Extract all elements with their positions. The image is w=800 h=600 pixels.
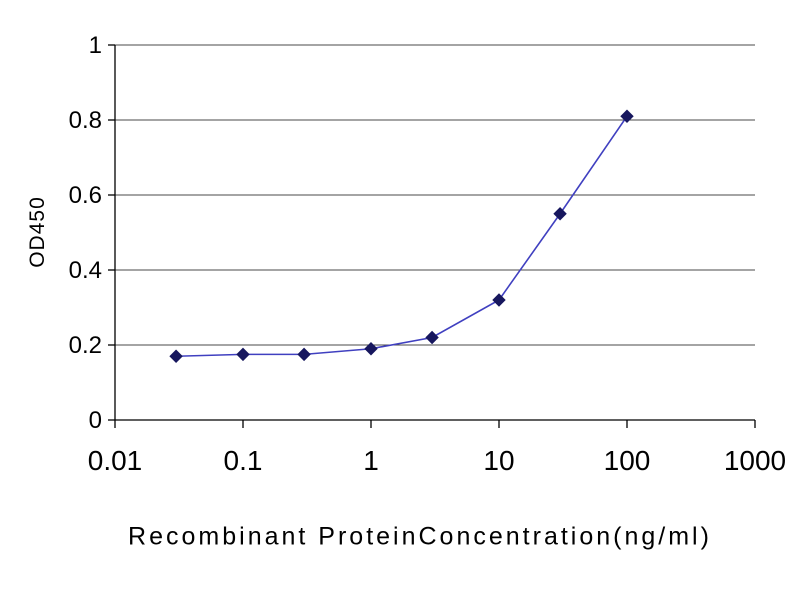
x-tick-label: 0.1 [224,445,263,476]
x-tick-label: 1000 [724,445,786,476]
y-axis-title: OD450 [26,196,49,268]
y-tick-label: 0.2 [69,332,102,359]
x-tick-label: 10 [483,445,514,476]
y-tick-label: 0.8 [69,107,102,134]
y-tick-label: 1 [89,32,102,59]
x-axis-title: Recombinant ProteinConcentration(ng/ml) [128,522,712,551]
y-tick-label: 0 [89,407,102,434]
x-tick-label: 0.01 [88,445,143,476]
data-point-marker [620,109,634,123]
data-point-marker [297,347,311,362]
data-point-marker [236,347,250,362]
x-tick-label: 1 [363,445,379,476]
data-point-marker [364,342,378,356]
y-tick-label: 0.6 [69,182,102,209]
y-tick-label: 0.4 [69,257,102,284]
x-tick-label: 100 [604,445,651,476]
series-line [176,115,628,358]
data-point-marker [553,207,567,221]
data-point-marker [492,293,506,307]
data-point-marker [425,330,439,345]
data-point-marker [169,349,183,363]
